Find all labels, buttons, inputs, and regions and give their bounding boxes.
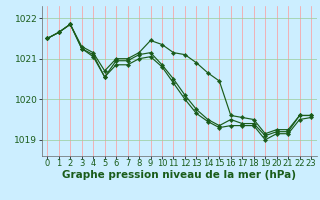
X-axis label: Graphe pression niveau de la mer (hPa): Graphe pression niveau de la mer (hPa) [62,170,296,180]
